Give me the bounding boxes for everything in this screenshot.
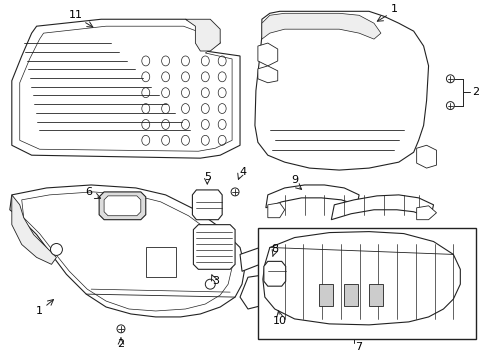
Polygon shape [193,225,235,269]
Text: 11: 11 [69,10,83,20]
Polygon shape [104,196,141,216]
Polygon shape [257,43,277,66]
Bar [344,284,357,306]
Polygon shape [12,19,240,158]
Polygon shape [240,272,344,309]
Polygon shape [416,145,436,168]
Circle shape [205,279,215,289]
Text: 8: 8 [271,244,278,255]
Polygon shape [12,195,56,264]
Polygon shape [254,11,427,170]
Bar [368,284,382,306]
Text: 10: 10 [272,316,286,326]
Text: 2: 2 [117,339,124,349]
Text: 5: 5 [203,172,210,182]
Polygon shape [265,185,358,208]
Circle shape [231,188,239,196]
Bar [257,228,475,339]
Circle shape [50,243,62,255]
Polygon shape [10,185,244,317]
Text: 9: 9 [290,175,298,185]
Text: 6: 6 [85,187,93,197]
Polygon shape [192,190,222,220]
Polygon shape [20,26,232,151]
Text: 1: 1 [389,4,397,14]
Circle shape [117,325,124,333]
Polygon shape [99,192,145,220]
Polygon shape [264,261,285,286]
Bar [319,284,333,306]
Polygon shape [240,244,341,274]
Text: 4: 4 [239,167,246,177]
Text: 2: 2 [471,87,478,97]
Polygon shape [267,203,284,218]
Polygon shape [416,206,436,220]
Polygon shape [263,231,459,325]
Text: 3: 3 [211,276,218,286]
Circle shape [446,75,453,83]
Polygon shape [331,195,433,220]
Polygon shape [257,66,277,83]
Text: 7: 7 [355,342,362,352]
Polygon shape [185,19,220,51]
Text: 1: 1 [36,306,43,316]
Polygon shape [262,13,380,39]
Circle shape [446,102,453,109]
